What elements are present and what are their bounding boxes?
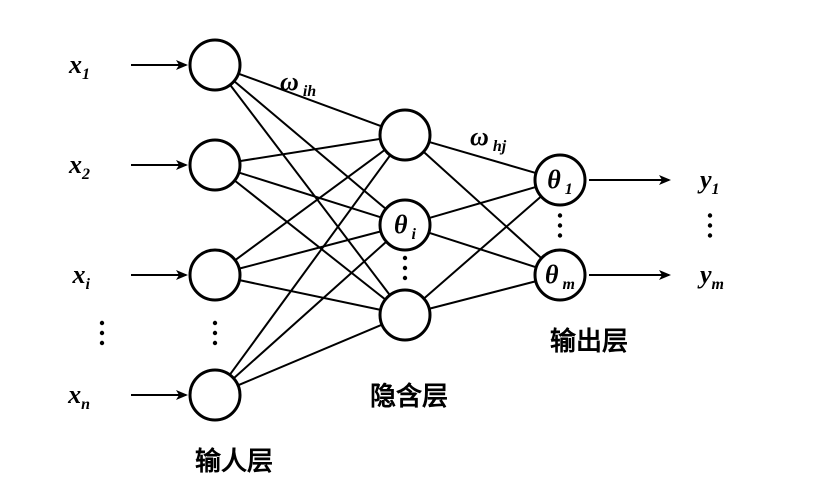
vdots-hidden <box>403 266 407 270</box>
output-label-1: ym <box>697 260 724 293</box>
neural-network-diagram: θ iθ 1θ m x1 x2 xi xn y1 ym ω ih ω hj 输人层 隐含层 输出层 <box>0 0 822 500</box>
input-label-2: xi <box>72 260 91 293</box>
edge-ho <box>429 187 536 218</box>
vdots-input-labels <box>100 341 104 345</box>
edge-ho <box>424 196 541 298</box>
vdots-output-labels <box>708 213 712 217</box>
edge-ih <box>234 242 387 379</box>
input-node-3 <box>190 370 240 420</box>
nodes-group: θ iθ 1θ m <box>190 40 585 420</box>
vdots-output <box>558 213 562 217</box>
hidden-layer-label: 隐含层 <box>370 381 448 411</box>
edge-ih <box>235 180 386 299</box>
input-node-2 <box>190 250 240 300</box>
vdots-output <box>558 233 562 237</box>
vdots-hidden <box>403 276 407 280</box>
vdots-output <box>558 223 562 227</box>
edge-ih <box>235 150 385 260</box>
input-node-1 <box>190 140 240 190</box>
hidden-node-2 <box>380 290 430 340</box>
edge-ih <box>240 139 381 161</box>
input-node-0 <box>190 40 240 90</box>
vdots-input-nodes <box>213 341 217 345</box>
input-label-3: xn <box>67 380 90 413</box>
vdots-output-labels <box>708 223 712 227</box>
input-layer-label: 输人层 <box>195 446 273 476</box>
weight-label-hj: ω hj <box>470 122 507 155</box>
edge-ho <box>429 281 536 309</box>
edge-ih <box>239 231 381 268</box>
vdots-output-labels <box>708 233 712 237</box>
input-label-1: x2 <box>68 150 90 183</box>
weight-label-ih: ω ih <box>280 67 316 100</box>
output-layer-label: 输出层 <box>550 326 628 356</box>
input-label-0: x1 <box>68 50 90 83</box>
vdots-input-labels <box>100 321 104 325</box>
edge-ih <box>239 280 380 310</box>
edge-ho <box>424 152 542 258</box>
vdots-input-nodes <box>213 331 217 335</box>
edge-ih <box>238 74 381 127</box>
output-label-0: y1 <box>697 165 720 198</box>
vdots-hidden <box>403 256 407 260</box>
hidden-node-0 <box>380 110 430 160</box>
vdots-input-nodes <box>213 321 217 325</box>
vdots-input-labels <box>100 331 104 335</box>
edge-ih <box>239 173 381 218</box>
